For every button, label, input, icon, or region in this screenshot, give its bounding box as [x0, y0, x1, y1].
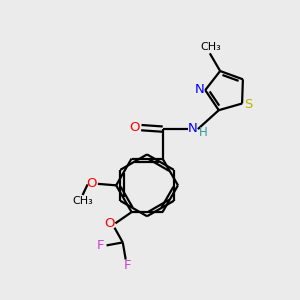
Text: N: N: [194, 83, 204, 96]
Text: H: H: [199, 126, 207, 139]
Text: S: S: [244, 98, 253, 111]
Text: O: O: [130, 121, 140, 134]
Text: O: O: [104, 217, 115, 230]
Text: F: F: [97, 239, 104, 252]
Text: N: N: [188, 122, 197, 135]
Text: O: O: [87, 177, 97, 190]
Text: CH₃: CH₃: [200, 42, 221, 52]
Text: CH₃: CH₃: [72, 196, 93, 206]
Text: F: F: [123, 260, 131, 272]
